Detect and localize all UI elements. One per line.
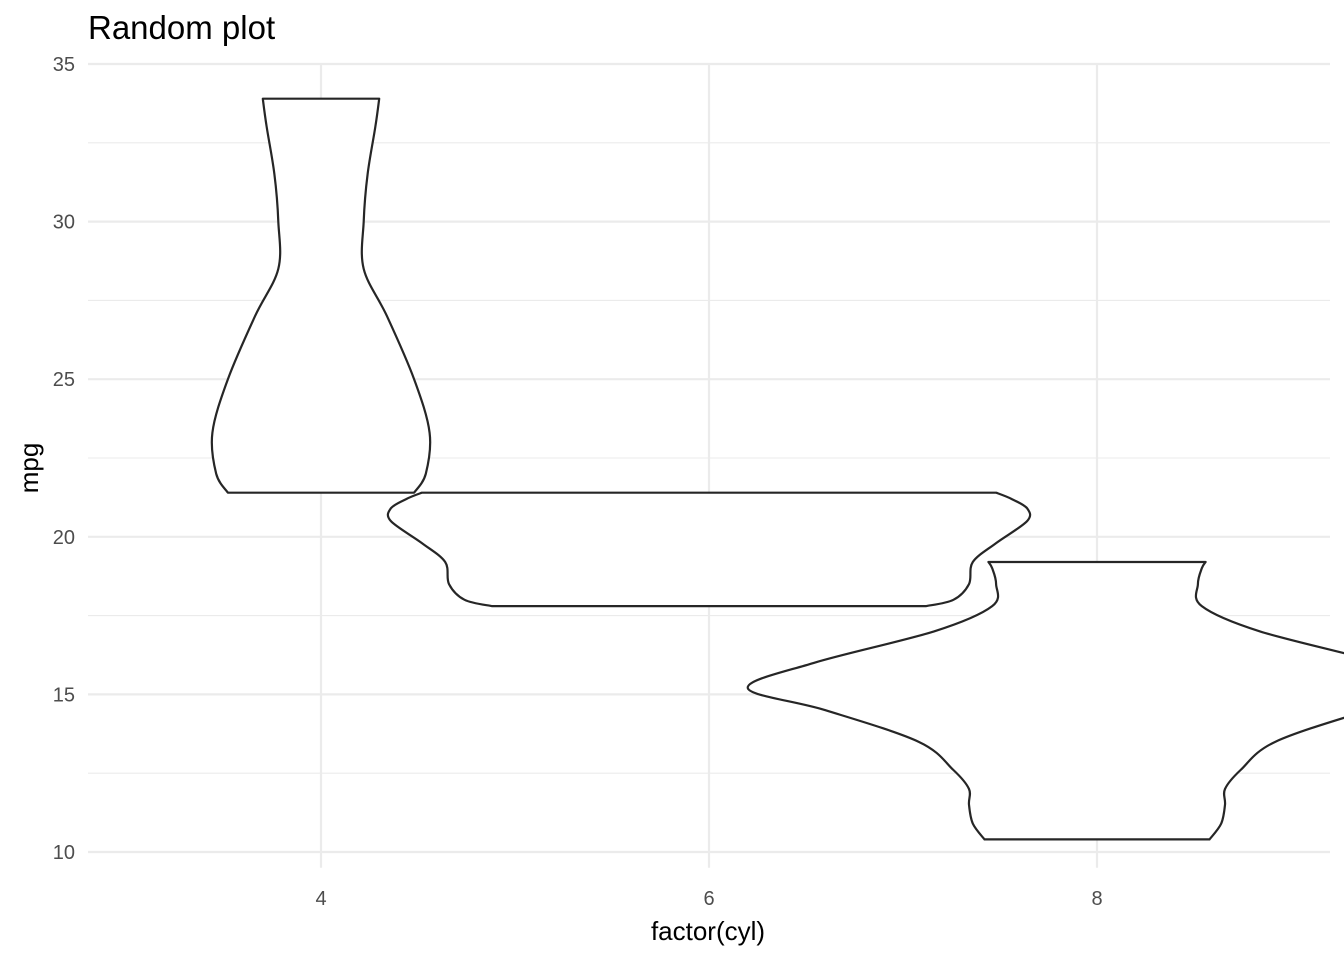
x-axis-title: factor(cyl)	[651, 916, 765, 946]
y-axis-title: mpg	[14, 443, 44, 494]
y-tick-label: 15	[53, 684, 75, 706]
x-tick-labels: 4 6 8	[315, 888, 1102, 910]
violin-cyl-6	[386, 491, 1032, 608]
y-tick-label: 30	[53, 212, 75, 234]
y-tick-label: 35	[53, 54, 75, 76]
y-tick-label: 25	[53, 369, 75, 391]
violins	[210, 97, 1344, 841]
violin-cyl-8	[746, 560, 1344, 841]
y-tick-label: 20	[53, 527, 75, 549]
y-tick-labels: 10 15 20 25 30 35	[53, 54, 75, 864]
violin-cyl-4	[210, 97, 432, 494]
chart-title: Random plot	[88, 9, 275, 46]
x-tick-label: 8	[1091, 888, 1102, 910]
y-tick-label: 10	[53, 842, 75, 864]
x-tick-label: 4	[315, 888, 326, 910]
x-tick-label: 6	[703, 888, 714, 910]
